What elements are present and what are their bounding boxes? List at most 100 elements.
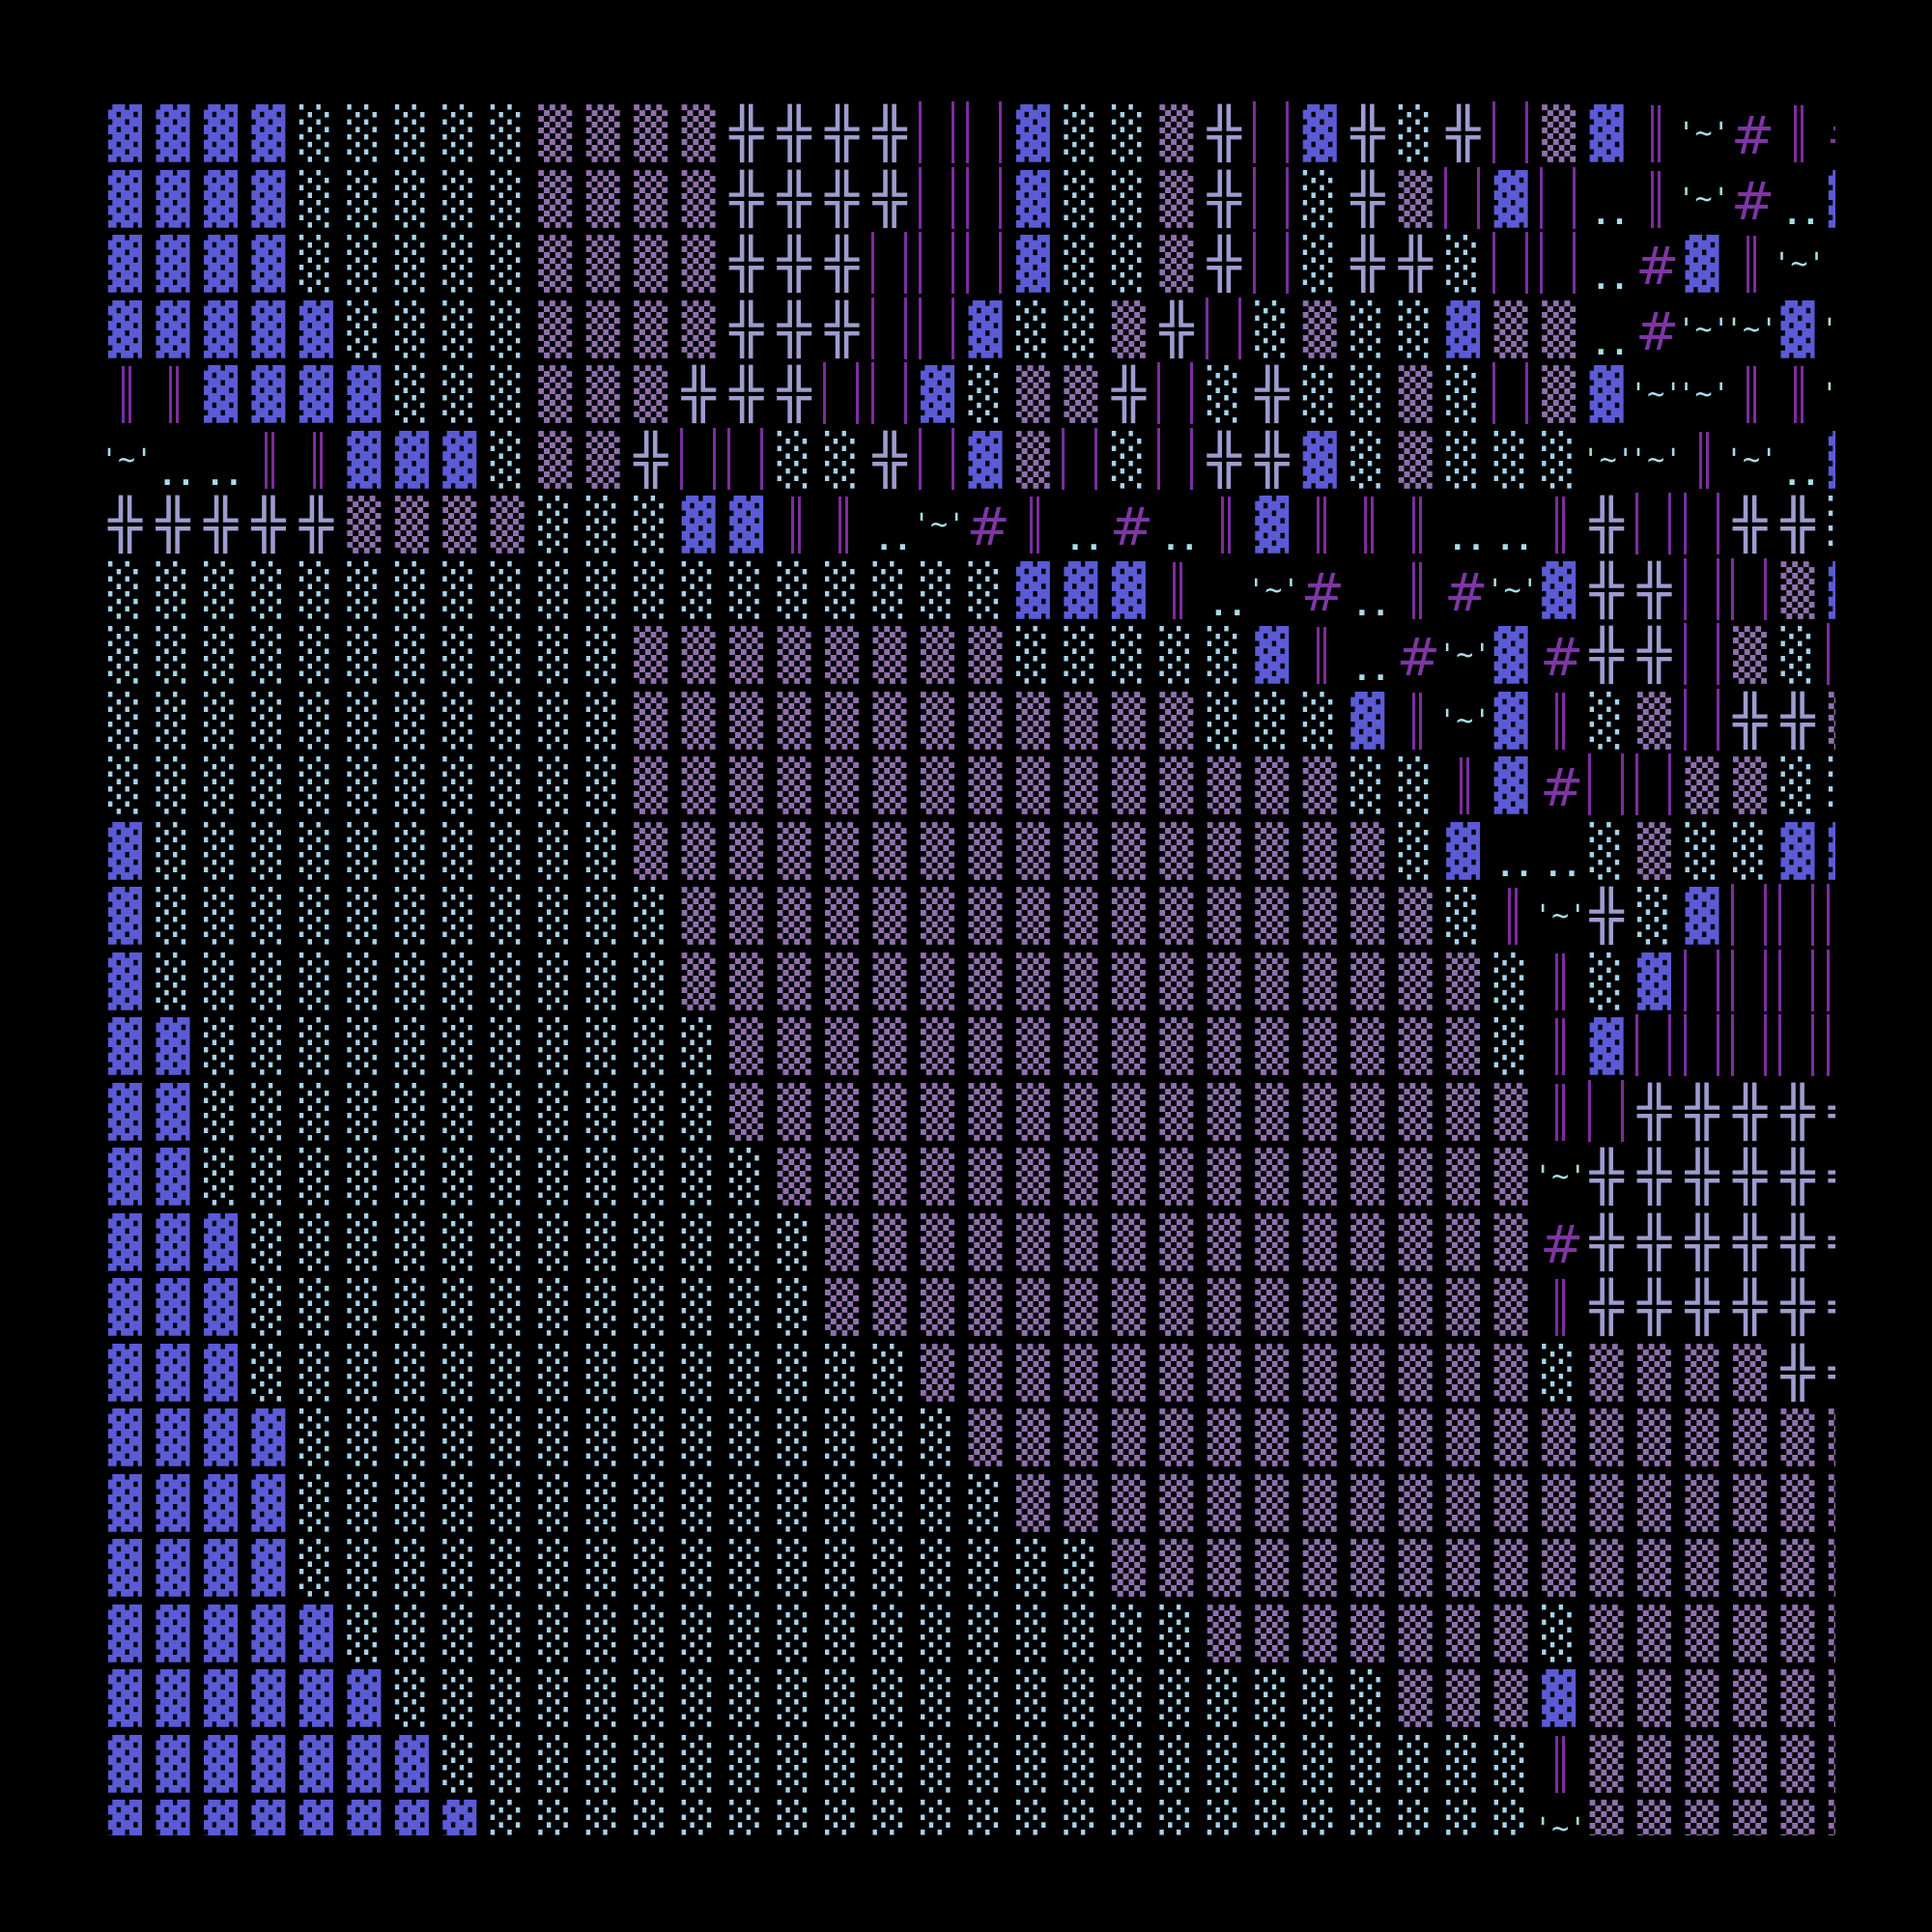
cell-medium-shade: ▒ <box>1399 1018 1434 1075</box>
cell-light-shade: ░ <box>1112 627 1147 684</box>
dark-shade-glyph: ▓ <box>347 365 382 423</box>
double-cross-glyph: ╬ <box>777 365 811 423</box>
cell-dots: .. <box>1494 497 1534 554</box>
cell-light-shade: ░ <box>347 757 382 814</box>
medium-shade-glyph: ▒ <box>1159 1408 1194 1466</box>
cell-light-shade: ░ <box>1590 822 1625 880</box>
medium-shade-glyph: ▒ <box>1302 1082 1337 1141</box>
cell-bar-pair <box>1635 1014 1672 1076</box>
cell-medium-shade: ▒ <box>1733 1735 1768 1793</box>
light-shade-glyph: ░ <box>729 1408 764 1466</box>
cell-light-shade: ░ <box>682 1735 717 1793</box>
light-shade-glyph: ░ <box>298 1408 333 1466</box>
cell-dots: .. <box>1780 432 1820 490</box>
medium-shade-glyph: ▒ <box>394 496 429 554</box>
cell-bar-pair <box>1635 753 1672 815</box>
dark-shade-glyph: ▓ <box>203 365 238 423</box>
cell-dark-shade: ▓ <box>251 1540 286 1597</box>
cell-medium-shade: ▒ <box>1112 822 1147 880</box>
cell-hash: # <box>1540 627 1583 685</box>
cell-medium-shade: ▒ <box>921 692 955 750</box>
cell-light-shade: ░ <box>251 1343 286 1402</box>
cell-tilde: '~' <box>100 432 153 489</box>
cell-medium-shade: ▒ <box>968 888 1003 945</box>
cell-medium-shade: ▒ <box>968 692 1003 750</box>
medium-shade-glyph: ▒ <box>777 1017 811 1075</box>
cell-medium-shade: ▒ <box>1446 1409 1481 1466</box>
cell-light-shade: ░ <box>1829 497 1835 554</box>
light-shade-glyph: ░ <box>729 1148 764 1206</box>
cell-light-shade: ░ <box>682 1018 717 1075</box>
cell-light-shade: ░ <box>538 1670 573 1727</box>
cell-medium-shade: ▒ <box>1733 1605 1768 1662</box>
medium-shade-glyph: ▒ <box>634 299 668 358</box>
light-shade-glyph: ░ <box>347 104 382 162</box>
cell-tilde: '~' <box>1821 301 1835 358</box>
medium-shade-glyph: ▒ <box>1255 1539 1290 1597</box>
light-shade-glyph: ░ <box>1207 1734 1241 1793</box>
cell-dark-shade: ▓ <box>204 300 239 358</box>
cell-dark-shade: ▓ <box>156 1735 190 1793</box>
light-shade-glyph: ░ <box>777 1734 811 1793</box>
medium-shade-glyph: ▒ <box>968 1408 1003 1466</box>
cell-bar-pair <box>1683 949 1720 1011</box>
cell-medium-shade: ▒ <box>729 1018 764 1075</box>
cell-dark-shade: ▓ <box>682 497 717 554</box>
medium-shade-glyph: ▒ <box>825 1212 859 1271</box>
dark-shade-glyph: ▓ <box>347 1669 382 1727</box>
cell-light-shade: ░ <box>347 1605 382 1662</box>
cell-bar-pair <box>918 232 955 294</box>
dark-shade-glyph: ▓ <box>251 1669 286 1727</box>
cell-light-shade: ░ <box>538 1213 573 1271</box>
medium-shade-glyph: ▒ <box>1111 1148 1146 1206</box>
light-shade-glyph: ░ <box>251 1343 286 1402</box>
medium-shade-glyph: ▒ <box>1111 1278 1146 1336</box>
dark-shade-glyph: ▓ <box>156 169 190 228</box>
cell-medium-shade: ▒ <box>1159 692 1194 750</box>
cell-light-shade: ░ <box>1303 236 1338 293</box>
light-shade-glyph: ░ <box>585 691 620 750</box>
light-shade-glyph: ░ <box>825 430 859 489</box>
cell-light-shade: ░ <box>586 1279 621 1336</box>
light-shade-glyph: ░ <box>1829 757 1835 814</box>
cell-light-shade: ░ <box>1255 300 1290 358</box>
light-shade-glyph: ░ <box>634 1343 668 1402</box>
cell-light-shade: ░ <box>586 888 621 945</box>
cell-light-shade: ░ <box>1255 1801 1290 1835</box>
cell-light-shade: ░ <box>1303 366 1338 423</box>
dark-shade-glyph: ▓ <box>108 235 142 293</box>
cell-medium-shade: ▒ <box>873 1083 908 1141</box>
cell-medium-shade: ▒ <box>825 1083 860 1141</box>
cell-light-shade: ░ <box>634 1474 668 1532</box>
cell-medium-shade: ▒ <box>1016 366 1051 423</box>
cell-bar-pair <box>918 101 955 163</box>
medium-shade-glyph: ▒ <box>872 887 907 945</box>
light-shade-glyph: ░ <box>538 496 573 554</box>
medium-shade-glyph: ▒ <box>1398 169 1433 228</box>
double-cross-glyph: ╬ <box>1780 496 1815 554</box>
cell-light-shade: ░ <box>395 1474 430 1532</box>
cell-bar-pair <box>1778 949 1815 1011</box>
double-bar-glyph <box>838 497 849 554</box>
light-shade-glyph: ░ <box>1350 365 1385 423</box>
light-shade-glyph: ░ <box>825 1604 859 1662</box>
cell-light-shade: ░ <box>586 1409 621 1466</box>
cell-double-cross: ╬ <box>251 497 286 554</box>
cell-light-shade: ░ <box>204 561 239 619</box>
cell-medium-shade: ▒ <box>1494 1344 1529 1402</box>
bar-pair-glyph <box>1826 1014 1835 1076</box>
cell-double-cross: ╬ <box>873 105 908 162</box>
dark-shade-glyph: ▓ <box>156 1343 190 1402</box>
cell-light-shade: ░ <box>538 627 573 684</box>
light-shade-glyph: ░ <box>538 756 573 814</box>
dark-shade-glyph: ▓ <box>920 365 954 423</box>
light-shade-glyph: ░ <box>1159 1604 1194 1662</box>
light-shade-glyph: ░ <box>585 1604 620 1662</box>
cell-bar-pair <box>1062 427 1098 490</box>
light-shade-glyph: ░ <box>108 626 142 684</box>
cell-light-shade: ░ <box>538 1279 573 1336</box>
light-shade-glyph: ░ <box>490 1408 525 1466</box>
bar-pair-glyph <box>1253 166 1290 229</box>
medium-shade-glyph: ▒ <box>1446 952 1481 1010</box>
cell-light-shade: ░ <box>299 757 334 814</box>
